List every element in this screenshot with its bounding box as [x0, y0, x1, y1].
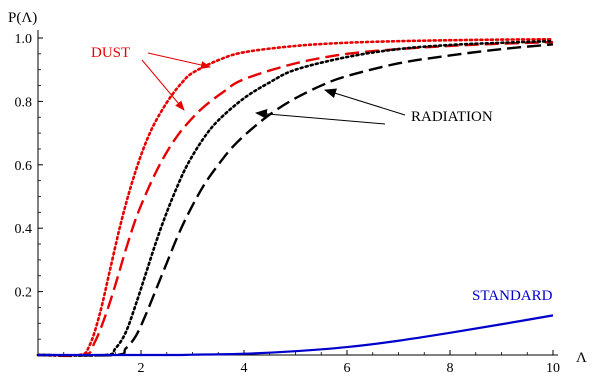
y-tick-label: 0.6	[15, 159, 33, 174]
annotation-radiation-label: RADIATION	[411, 109, 493, 125]
annotation-dust: DUST	[91, 45, 211, 111]
tick-labels: 2 4 6 8 10 0.2 0.4 0.6 0.8 1.0	[15, 32, 561, 376]
annotation-dust-arrow-1	[147, 52, 211, 69]
x-tick-label: 8	[447, 361, 454, 376]
annotation-radiation-arrow-2	[255, 108, 386, 125]
y-axis-title: P(Λ)	[8, 10, 37, 26]
annotation-dust-arrow-2	[141, 59, 185, 111]
axes	[37, 30, 558, 356]
annotation-dust-label: DUST	[91, 45, 130, 61]
series-line-3	[37, 43, 554, 357]
series-line-1	[37, 40, 554, 358]
series-line-4	[37, 314, 554, 357]
x-tick-label: 10	[546, 361, 560, 376]
x-tick-label: 4	[241, 361, 248, 376]
annotation-standard: STANDARD	[472, 288, 553, 304]
annotation-standard-label: STANDARD	[472, 288, 553, 304]
x-tick-label: 6	[344, 361, 351, 376]
y-tick-label: 0.8	[15, 95, 33, 110]
y-tick-label: 0.4	[15, 222, 33, 237]
series-line-0	[36, 37, 555, 357]
annotation-radiation-arrow-1	[324, 88, 406, 116]
series-line-2	[36, 39, 555, 357]
y-tick-label: 1.0	[15, 32, 33, 47]
y-tick-label: 0.2	[15, 286, 33, 301]
x-axis-title: Λ	[576, 350, 587, 366]
ticks	[38, 37, 554, 355]
annotation-radiation: RADIATION	[255, 88, 493, 125]
x-tick-label: 2	[138, 361, 145, 376]
series-lines	[36, 37, 555, 358]
